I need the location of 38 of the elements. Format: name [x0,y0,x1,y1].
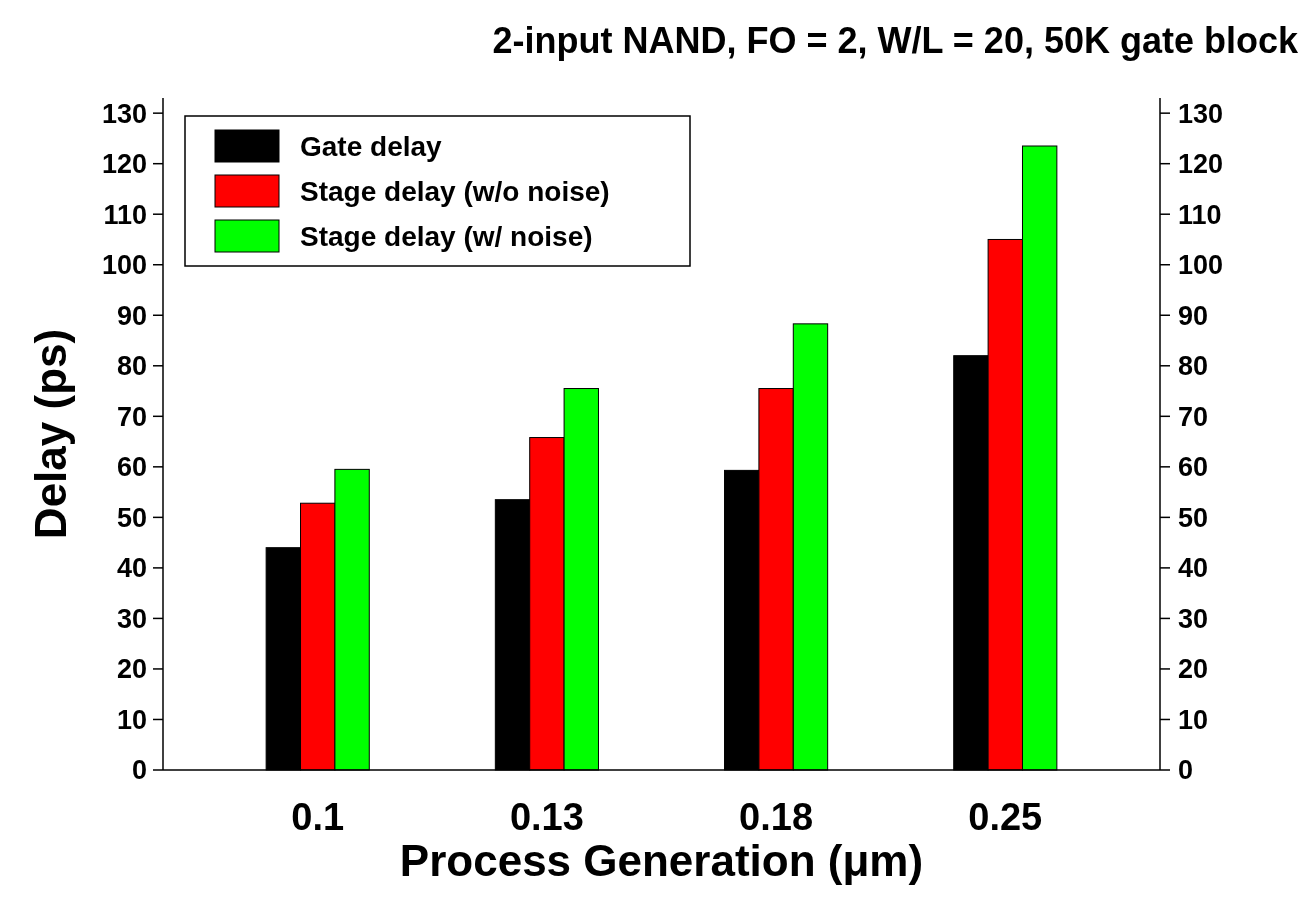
y-tick-label: 80 [116,351,147,382]
y2-tick-label: 80 [1178,351,1209,382]
y-tick-label: 0 [131,755,147,786]
y2-tick-label: 40 [1178,553,1209,584]
y-tick-label: 30 [116,603,147,634]
x-tick-label: 0.18 [739,796,814,838]
y-tick-label: 40 [116,553,147,584]
y-tick-label: 110 [103,199,147,230]
y2-tick-label: 130 [1178,98,1224,129]
y2-tick-label: 100 [1178,250,1224,281]
y-tick-label: 130 [101,98,147,129]
y2-tick-label: 120 [1178,149,1224,180]
y-tick-label: 90 [116,300,147,331]
y2-tick-label: 60 [1178,452,1209,483]
y2-tick-label: 50 [1178,502,1209,533]
legend-label: Gate delay [300,130,443,162]
y2-tick-label: 110 [1178,199,1222,230]
y2-tick-label: 0 [1178,755,1194,786]
y-tick-label: 120 [101,149,147,180]
y-tick-label: 60 [116,452,147,483]
x-tick-label: 0.13 [509,796,584,838]
y2-tick-label: 90 [1178,300,1209,331]
y-tick-label: 20 [116,654,147,685]
y2-tick-label: 20 [1178,654,1209,685]
y-tick-label: 100 [101,250,147,281]
y-tick-label: 50 [116,502,147,533]
legend-label: Stage delay (w/ noise) [300,220,593,252]
x-tick-label: 0.1 [291,796,345,838]
y2-tick-label: 30 [1178,603,1209,634]
legend-label: Stage delay (w/o noise) [300,175,610,207]
x-tick-label: 0.25 [968,796,1043,838]
y2-tick-label: 70 [1178,401,1209,432]
chart-title: 2-input NAND, FO = 2, W/L = 20, 50K gate block [492,20,1299,61]
y-tick-label: 10 [116,704,147,735]
y-tick-label: 70 [116,401,147,432]
y2-tick-label: 10 [1178,704,1209,735]
y-axis-title: Delay (ps) [26,328,75,540]
x-axis-title: Process Generation (μm) [399,836,924,885]
